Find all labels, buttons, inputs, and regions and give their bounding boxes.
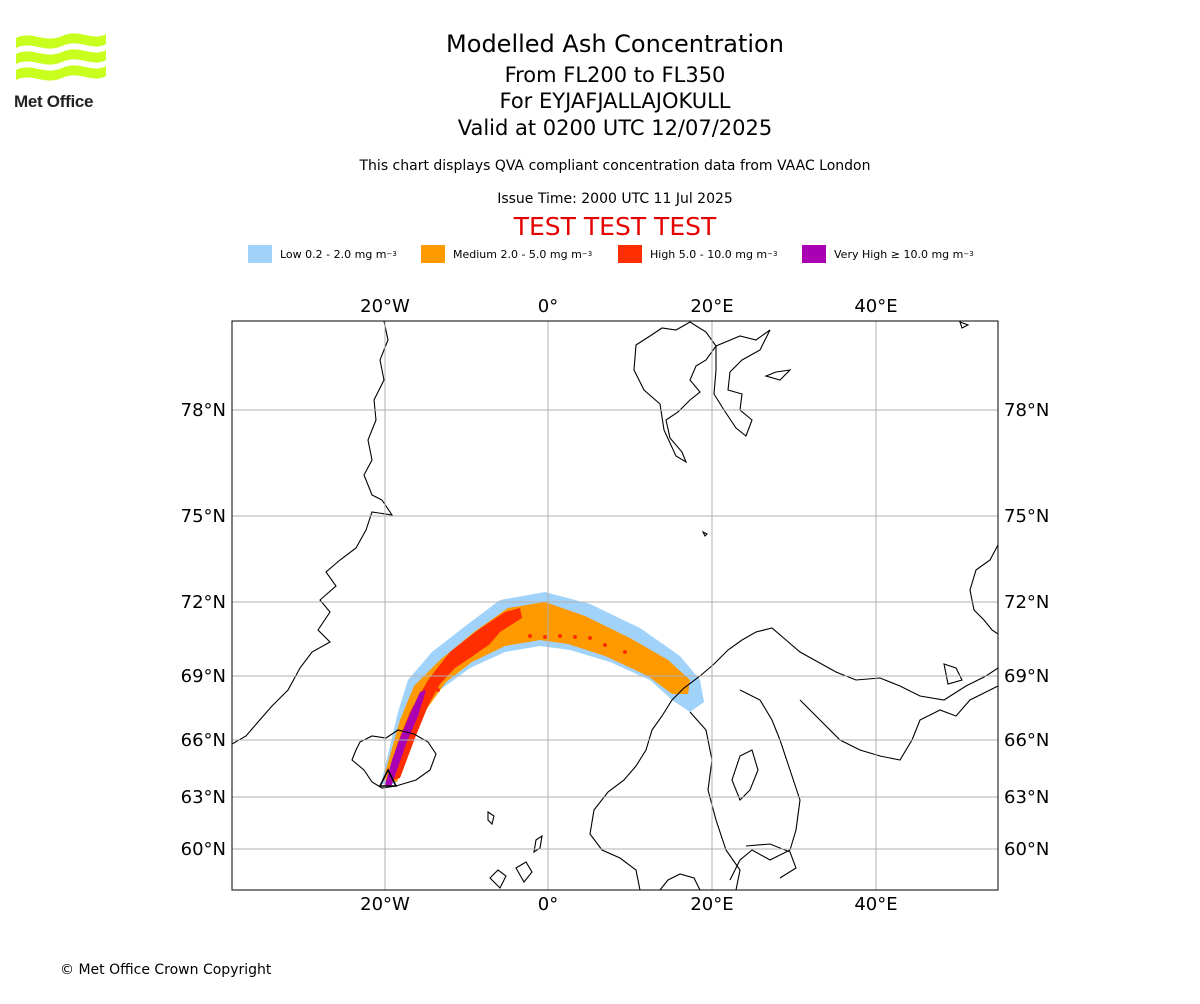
logo-waves-icon	[16, 33, 106, 81]
lat-label-left-72n: 72°N	[181, 592, 226, 613]
graticule	[232, 321, 998, 890]
valid-time: Valid at 0200 UTC 12/07/2025	[457, 116, 773, 140]
legend-item-high: High 5.0 - 10.0 mg m −3	[618, 244, 777, 264]
legend-swatch-high	[618, 245, 642, 263]
lat-label-right-75n: 75°N	[1004, 506, 1049, 527]
legend-swatch-medium	[421, 245, 445, 263]
ash-high-layer	[386, 608, 522, 782]
legend-label-very-high: Very High ≥ 10.0 mg m	[834, 247, 964, 261]
lat-label-left-78n: 78°N	[181, 400, 226, 421]
lat-label-left-69n: 69°N	[181, 666, 226, 687]
lat-label-left-66n: 66°N	[181, 730, 226, 751]
legend-item-low: Low 0.2 - 2.0 mg m −3	[248, 244, 397, 264]
lon-label-top-20w: 20°W	[360, 296, 410, 317]
legend-item-very-high: Very High ≥ 10.0 mg m −3	[802, 244, 974, 264]
met-office-logo: Met Office	[14, 30, 110, 111]
coastlines	[232, 321, 998, 890]
legend-label-medium: Medium 2.0 - 5.0 mg m	[453, 247, 582, 261]
lat-label-right-69n: 69°N	[1004, 666, 1049, 687]
lon-label-top-20e: 20°E	[690, 296, 733, 317]
lon-label-bottom-40e: 40°E	[854, 894, 897, 915]
logo-brand-text: Met Office	[14, 92, 94, 111]
lat-label-left-75n: 75°N	[181, 506, 226, 527]
legend-label-high: High 5.0 - 10.0 mg m	[650, 247, 768, 261]
lon-label-top-0: 0°	[538, 296, 558, 317]
map-frame	[231, 320, 999, 891]
chart-subtitle: This chart displays QVA compliant concen…	[359, 158, 871, 174]
flight-levels: From FL200 to FL350	[504, 63, 726, 87]
copyright-notice: © Met Office Crown Copyright	[60, 962, 272, 978]
legend-label-low: Low 0.2 - 2.0 mg m	[280, 247, 387, 261]
lat-label-left-60n: 60°N	[181, 839, 226, 860]
volcano-triangle-icon	[378, 768, 398, 787]
lon-label-bottom-20e: 20°E	[690, 894, 733, 915]
lon-label-bottom-20w: 20°W	[360, 894, 410, 915]
legend-swatch-very-high	[802, 245, 826, 263]
ash-very-high-layer	[385, 690, 426, 787]
lat-label-left-63n: 63°N	[181, 787, 226, 808]
lat-label-right-63n: 63°N	[1004, 787, 1049, 808]
lat-label-right-66n: 66°N	[1004, 730, 1049, 751]
lat-label-right-78n: 78°N	[1004, 400, 1049, 421]
volcano-name: For EYJAFJALLAJOKULL	[499, 89, 731, 113]
lon-label-bottom-0: 0°	[538, 894, 558, 915]
chart-title: Modelled Ash Concentration	[446, 30, 784, 58]
ash-high-specks	[436, 634, 627, 692]
test-banner: TEST TEST TEST	[513, 212, 717, 241]
lon-label-top-40e: 40°E	[854, 296, 897, 317]
lat-label-right-60n: 60°N	[1004, 839, 1049, 860]
legend-swatch-low	[248, 245, 272, 263]
issue-time: Issue Time: 2000 UTC 11 Jul 2025	[497, 191, 733, 207]
legend-item-medium: Medium 2.0 - 5.0 mg m −3	[421, 244, 592, 264]
lat-label-right-72n: 72°N	[1004, 592, 1049, 613]
